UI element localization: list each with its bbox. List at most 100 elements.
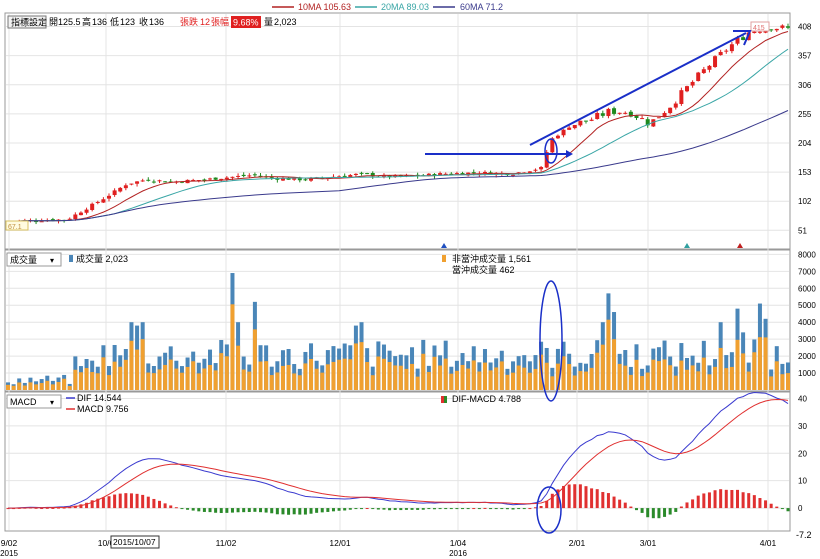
candle-body <box>258 175 263 177</box>
volume-non-daytrade-bar <box>786 373 790 390</box>
macd-histogram-bar <box>696 495 700 509</box>
osc-legend-swatch-neg <box>444 396 447 403</box>
macd-histogram-bar <box>225 508 229 513</box>
volume-non-daytrade-bar <box>264 361 269 390</box>
candle-body <box>168 181 173 183</box>
macd-histogram-bar <box>741 492 745 509</box>
ma10-legend-label: 10MA 105.63 <box>298 2 351 12</box>
volume-non-daytrade-bar <box>78 372 83 390</box>
candle-body <box>561 129 566 136</box>
volume-non-daytrade-bar <box>213 370 218 390</box>
candle-body <box>454 173 459 175</box>
candle-body <box>337 176 342 178</box>
price-tick-label: 51 <box>798 226 807 235</box>
candle-body <box>191 179 196 181</box>
volume-non-daytrade-bar <box>174 368 179 390</box>
candle-body <box>662 112 667 118</box>
candle-body <box>393 175 398 177</box>
candle-body <box>292 177 297 180</box>
non-daytrade-swatch <box>442 255 446 262</box>
settings-button-label: 指標設定 <box>11 17 47 28</box>
macd-histogram-bar <box>34 507 38 509</box>
macd-histogram-bar <box>618 499 622 509</box>
macd-histogram-bar <box>360 508 364 510</box>
macd-histogram-bar <box>533 507 537 509</box>
volume-non-daytrade-bar <box>280 365 285 390</box>
volume-non-daytrade-bar <box>168 359 173 390</box>
candle-body <box>550 138 555 153</box>
candle-body <box>208 178 213 180</box>
candle-body <box>612 108 617 114</box>
volume-bars <box>6 273 790 390</box>
volume-selector[interactable] <box>6 252 62 267</box>
volume-non-daytrade-bar <box>376 356 381 390</box>
candle-body <box>247 175 252 177</box>
candle-body <box>348 174 353 178</box>
volume-tick-label: 7000 <box>798 267 816 276</box>
candle-body <box>634 115 639 118</box>
macd-histogram-bar <box>264 508 268 513</box>
price-tick-label: 153 <box>798 168 812 177</box>
event-marker[interactable] <box>684 243 690 248</box>
candle-body <box>752 31 757 34</box>
candle-body <box>645 119 650 126</box>
candle-body <box>443 173 448 175</box>
volume-non-daytrade-bar <box>11 385 16 390</box>
candle-body <box>118 187 123 192</box>
volume-non-daytrade-bar <box>567 364 572 390</box>
volume-non-daytrade-bar <box>471 360 476 390</box>
event-marker[interactable] <box>441 243 447 248</box>
candle-body <box>90 203 95 210</box>
macd-histogram-bar <box>208 508 212 513</box>
low-price-marker <box>5 220 29 231</box>
macd-histogram-bar <box>253 508 257 512</box>
volume-non-daytrade-bar <box>696 371 701 390</box>
volume-non-daytrade-bar <box>684 369 689 390</box>
volume-non-daytrade-bar <box>359 342 364 390</box>
candle-body <box>780 25 785 28</box>
volume-non-daytrade-bar <box>208 364 213 390</box>
grid-lines <box>6 14 789 530</box>
macd-histogram-bar <box>679 506 683 509</box>
volume-non-daytrade-bar <box>583 371 588 390</box>
candle-body <box>757 31 762 33</box>
macd-histogram-bar <box>354 508 358 510</box>
settings-button[interactable] <box>7 15 47 29</box>
volume-non-daytrade-bar <box>331 361 336 390</box>
candle-body <box>555 135 560 139</box>
candle-body <box>230 176 235 178</box>
candle-body <box>600 113 605 116</box>
volume-non-daytrade-bar <box>39 383 44 390</box>
macd-histogram-bar <box>158 500 162 509</box>
macd-histogram-bar <box>758 498 762 509</box>
macd-histogram-bar <box>214 508 218 513</box>
volume-non-daytrade-bar <box>612 339 617 390</box>
volume-non-daytrade-bar <box>544 362 549 390</box>
macd-histogram-bar <box>51 507 55 509</box>
indicator-selector[interactable] <box>6 394 62 409</box>
candle-body <box>539 166 544 170</box>
annotation-arrows <box>425 30 752 164</box>
macd-histogram-bar <box>455 508 459 510</box>
pct-label: 張幅 <box>211 16 229 27</box>
volume-non-daytrade-bar <box>527 372 532 390</box>
indicator-selector-label: MACD <box>10 397 37 407</box>
macd-histogram-bar <box>685 502 689 509</box>
macd-histogram-bar <box>247 508 251 513</box>
candle-body <box>482 171 487 174</box>
macd-histogram-bar <box>764 500 768 509</box>
volume-non-daytrade-bar <box>353 343 358 390</box>
volume-non-daytrade-bar <box>393 365 398 390</box>
volume-non-daytrade-bar <box>426 371 431 390</box>
volume-tick-label: 8000 <box>798 250 816 259</box>
macd-histogram-bar <box>90 500 94 509</box>
volume-total-label: 成交量 2,023 <box>76 253 128 264</box>
event-marker[interactable] <box>737 243 743 248</box>
change-label: 張跌 <box>180 17 198 27</box>
volume-non-daytrade-bar <box>73 369 78 390</box>
macd-histogram-bar <box>163 503 167 509</box>
x-tick-label: 3/01 <box>640 538 657 548</box>
macd-histogram-bar <box>337 508 341 511</box>
